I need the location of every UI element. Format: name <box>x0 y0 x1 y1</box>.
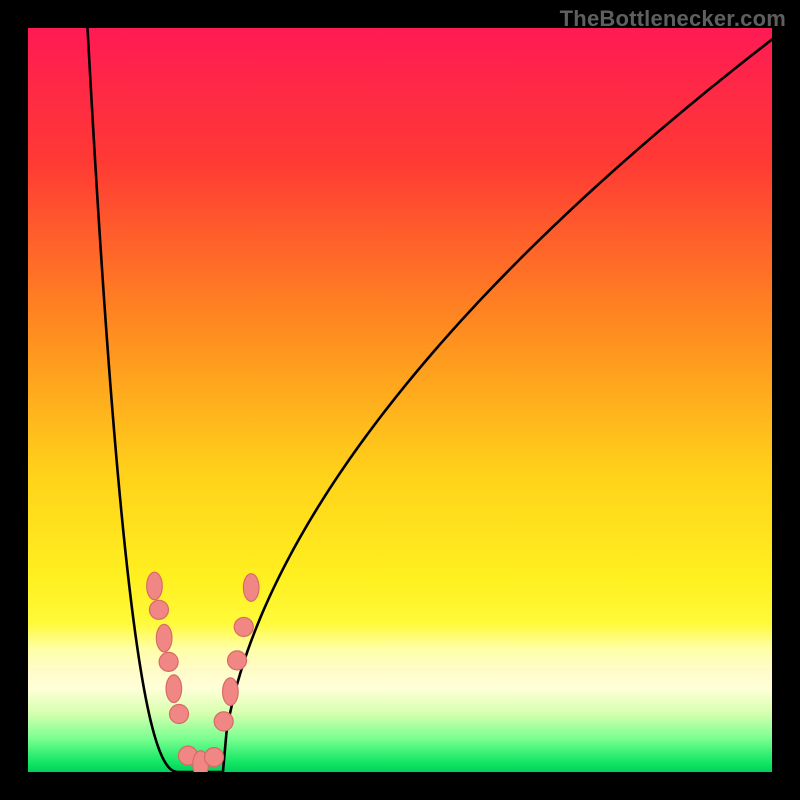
marker-circle <box>170 704 189 723</box>
plot-svg <box>28 28 772 772</box>
watermark-text: TheBottlenecker.com <box>560 6 786 32</box>
marker-lozenge <box>243 574 259 602</box>
chart-root: { "canvas": { "width": 800, "height": 80… <box>0 0 800 800</box>
plot-area <box>28 28 772 772</box>
marker-lozenge <box>156 624 172 652</box>
marker-circle <box>149 600 168 619</box>
marker-circle <box>159 652 178 671</box>
marker-circle <box>234 617 253 636</box>
marker-lozenge <box>223 678 239 706</box>
marker-circle <box>205 748 224 767</box>
marker-lozenge <box>147 572 163 600</box>
marker-circle <box>214 712 233 731</box>
marker-lozenge <box>166 675 182 703</box>
marker-circle <box>228 651 247 670</box>
